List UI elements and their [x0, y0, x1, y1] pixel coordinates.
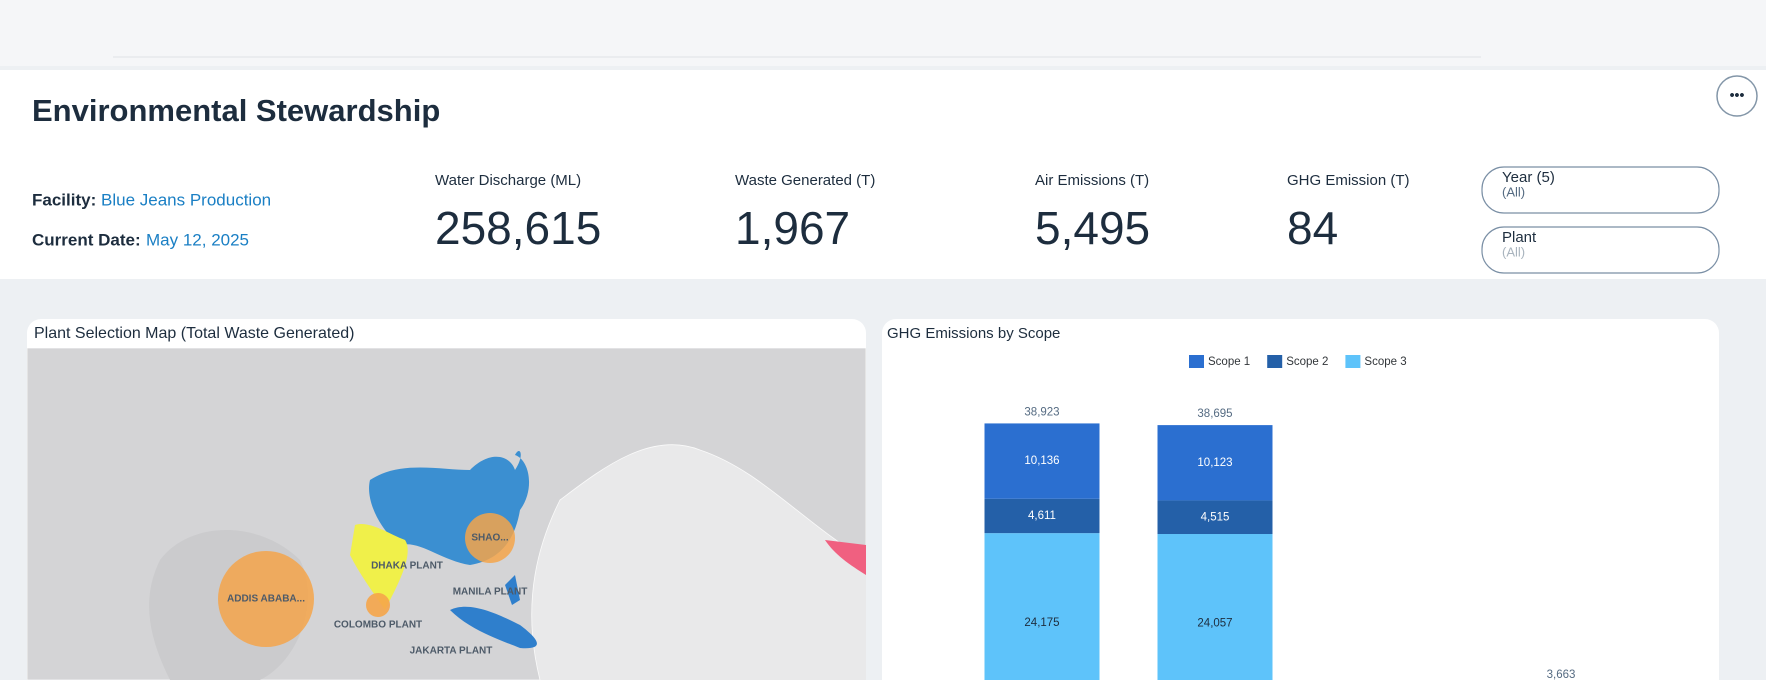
legend-swatch [1267, 355, 1283, 368]
plant-label[interactable]: SHAO... [471, 533, 508, 544]
bar-segment[interactable] [984, 533, 1100, 680]
total-label: 3,663 [1547, 669, 1576, 680]
kpi-label: Water Discharge (ML) [435, 172, 581, 189]
data-label: 4,515 [1201, 511, 1230, 523]
map-india [350, 523, 408, 610]
plant-label[interactable]: COLOMBO PLANT [334, 620, 422, 631]
filter-label: Plant [1502, 229, 1537, 246]
header-panel [0, 70, 1766, 279]
data-label: 4,611 [1028, 510, 1056, 522]
more-button[interactable] [1716, 75, 1758, 117]
data-label: 10,123 [1197, 457, 1232, 469]
bar-segment[interactable] [1157, 425, 1273, 501]
filter-box[interactable] [1481, 226, 1720, 274]
kpi-value: 5,495 [1035, 202, 1150, 254]
data-label: 10,136 [1024, 455, 1059, 467]
map-philippines [505, 575, 520, 605]
bar-segment[interactable] [1157, 534, 1273, 680]
data-label: 24,175 [1024, 617, 1059, 629]
kpi-value: 1,967 [735, 202, 850, 254]
plant-labels: ADDIS ABABA... SHAO... DHAKA PLANT MANILA P… [227, 533, 527, 657]
legend-label: Scope 3 [1364, 356, 1406, 368]
plant-bubble[interactable] [366, 593, 390, 617]
kpi-group: Water Discharge (ML) 258,615 Waste Generat… [435, 172, 1410, 254]
chart-title: GHG Emissions by Scope [887, 325, 1060, 342]
filter-label: Year (5) [1502, 169, 1555, 186]
plant-label[interactable]: ADDIS ABABA... [227, 594, 305, 605]
map-title: Plant Selection Map (Total Waste Generat… [34, 325, 354, 342]
date-value: May 12, 2025 [146, 230, 249, 249]
plant-bubble[interactable] [465, 513, 515, 563]
more-icon: ••• [1730, 87, 1745, 103]
total-label: 38,923 [1024, 406, 1059, 418]
plant-label[interactable]: JAKARTA PLANT [410, 646, 493, 657]
bar-segment[interactable] [984, 498, 1100, 534]
browser-bar [0, 0, 1766, 66]
chart: Scope 1 Scope 2 Scope 3 24,175 4,611 10,136 38… [984, 355, 1576, 680]
kpi-value: 84 [1287, 202, 1338, 254]
page-title: Environmental Stewardship [32, 93, 440, 128]
plant-label[interactable]: MANILA PLANT [453, 587, 528, 598]
filter-box[interactable] [1481, 166, 1720, 214]
filter-group: Year (5)(All)Plant(All) [1481, 166, 1720, 274]
data-label: 24,057 [1197, 618, 1232, 630]
date-label: Current Date: [32, 230, 141, 249]
map [27, 348, 866, 680]
legend-label: Scope 2 [1286, 356, 1328, 368]
bar-segment[interactable] [984, 423, 1100, 499]
map-indonesia [450, 606, 537, 649]
plant-label[interactable]: DHAKA PLANT [371, 561, 443, 572]
facility-label: Facility: [32, 190, 96, 209]
plant-bubble[interactable] [218, 551, 314, 647]
legend-swatch [1345, 355, 1361, 368]
kpi-label: Waste Generated (T) [735, 172, 875, 189]
facility-value[interactable]: Blue Jeans Production [101, 190, 271, 209]
filter-value: (All) [1502, 184, 1525, 199]
legend-swatch [1189, 355, 1204, 368]
bar-segment[interactable] [1157, 500, 1273, 535]
kpi-value: 258,615 [435, 202, 601, 254]
total-label: 38,695 [1197, 408, 1232, 420]
map-mexico [825, 540, 866, 575]
filter-value: (All) [1502, 244, 1525, 259]
kpi-label: Air Emissions (T) [1035, 172, 1149, 189]
legend-label: Scope 1 [1208, 356, 1250, 368]
kpi-label: GHG Emission (T) [1287, 172, 1410, 189]
